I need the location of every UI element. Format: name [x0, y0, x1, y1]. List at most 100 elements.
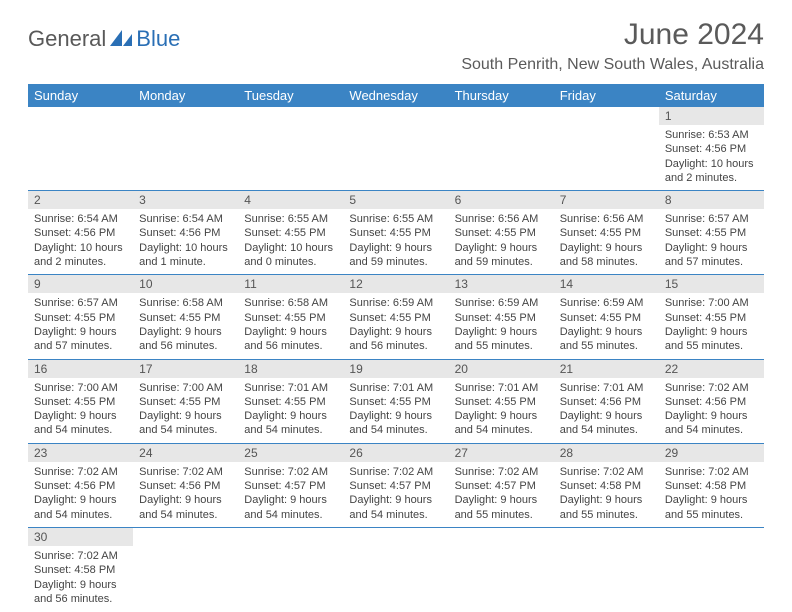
day-daylight2: and 55 minutes.: [665, 339, 758, 353]
day-body: Sunrise: 6:55 AMSunset: 4:55 PMDaylight:…: [343, 209, 448, 274]
day-number: 11: [238, 275, 343, 293]
day-sunrise: Sunrise: 7:01 AM: [560, 381, 653, 395]
day-daylight2: and 55 minutes.: [455, 508, 548, 522]
title-block: June 2024 South Penrith, New South Wales…: [461, 18, 764, 78]
day-number: 26: [343, 444, 448, 462]
day-sunrise: Sunrise: 7:01 AM: [349, 381, 442, 395]
day-daylight1: Daylight: 9 hours: [560, 409, 653, 423]
day-sunrise: Sunrise: 7:02 AM: [139, 465, 232, 479]
calendar-week-row: 16Sunrise: 7:00 AMSunset: 4:55 PMDayligh…: [28, 359, 764, 443]
day-body: Sunrise: 7:00 AMSunset: 4:55 PMDaylight:…: [28, 378, 133, 443]
day-body: Sunrise: 7:02 AMSunset: 4:58 PMDaylight:…: [659, 462, 764, 527]
day-daylight2: and 55 minutes.: [560, 508, 653, 522]
day-sunrise: Sunrise: 7:02 AM: [34, 549, 127, 563]
day-body: Sunrise: 6:57 AMSunset: 4:55 PMDaylight:…: [28, 293, 133, 358]
day-daylight1: Daylight: 10 hours: [665, 157, 758, 171]
logo-sail-icon: [108, 28, 136, 48]
day-daylight1: Daylight: 9 hours: [560, 493, 653, 507]
day-sunrise: Sunrise: 6:56 AM: [560, 212, 653, 226]
day-cell: 22Sunrise: 7:02 AMSunset: 4:56 PMDayligh…: [659, 359, 764, 443]
day-cell: 24Sunrise: 7:02 AMSunset: 4:56 PMDayligh…: [133, 443, 238, 527]
day-daylight1: Daylight: 9 hours: [560, 241, 653, 255]
day-daylight1: Daylight: 9 hours: [139, 325, 232, 339]
day-sunset: Sunset: 4:56 PM: [665, 395, 758, 409]
day-cell: 10Sunrise: 6:58 AMSunset: 4:55 PMDayligh…: [133, 275, 238, 359]
day-number: 23: [28, 444, 133, 462]
day-sunset: Sunset: 4:55 PM: [244, 311, 337, 325]
day-daylight1: Daylight: 9 hours: [560, 325, 653, 339]
day-daylight2: and 55 minutes.: [560, 339, 653, 353]
day-sunset: Sunset: 4:58 PM: [665, 479, 758, 493]
day-body: Sunrise: 6:56 AMSunset: 4:55 PMDaylight:…: [449, 209, 554, 274]
day-cell: 16Sunrise: 7:00 AMSunset: 4:55 PMDayligh…: [28, 359, 133, 443]
day-daylight2: and 54 minutes.: [455, 423, 548, 437]
day-daylight1: Daylight: 9 hours: [34, 578, 127, 592]
day-body: Sunrise: 7:02 AMSunset: 4:57 PMDaylight:…: [238, 462, 343, 527]
day-daylight2: and 54 minutes.: [34, 508, 127, 522]
day-daylight1: Daylight: 9 hours: [665, 493, 758, 507]
day-daylight1: Daylight: 9 hours: [34, 493, 127, 507]
day-daylight1: Daylight: 9 hours: [455, 325, 548, 339]
day-cell: 19Sunrise: 7:01 AMSunset: 4:55 PMDayligh…: [343, 359, 448, 443]
day-number: 30: [28, 528, 133, 546]
day-daylight2: and 2 minutes.: [34, 255, 127, 269]
day-body: Sunrise: 7:00 AMSunset: 4:55 PMDaylight:…: [133, 378, 238, 443]
day-body: Sunrise: 6:59 AMSunset: 4:55 PMDaylight:…: [554, 293, 659, 358]
day-cell: 11Sunrise: 6:58 AMSunset: 4:55 PMDayligh…: [238, 275, 343, 359]
day-number: 6: [449, 191, 554, 209]
day-daylight2: and 54 minutes.: [34, 423, 127, 437]
day-number: 1: [659, 107, 764, 125]
day-daylight1: Daylight: 9 hours: [139, 493, 232, 507]
day-number: 15: [659, 275, 764, 293]
day-sunrise: Sunrise: 6:57 AM: [34, 296, 127, 310]
logo-text-blue: Blue: [136, 26, 180, 52]
dow-friday: Friday: [554, 84, 659, 107]
day-cell: 30Sunrise: 7:02 AMSunset: 4:58 PMDayligh…: [28, 527, 133, 611]
day-daylight1: Daylight: 9 hours: [455, 493, 548, 507]
day-sunset: Sunset: 4:57 PM: [349, 479, 442, 493]
day-body: Sunrise: 7:00 AMSunset: 4:55 PMDaylight:…: [659, 293, 764, 358]
day-body: Sunrise: 7:01 AMSunset: 4:55 PMDaylight:…: [238, 378, 343, 443]
day-daylight2: and 56 minutes.: [349, 339, 442, 353]
day-number: 13: [449, 275, 554, 293]
empty-cell: [133, 527, 238, 611]
day-sunrise: Sunrise: 7:01 AM: [244, 381, 337, 395]
day-sunrise: Sunrise: 7:00 AM: [665, 296, 758, 310]
day-daylight1: Daylight: 9 hours: [244, 493, 337, 507]
day-sunset: Sunset: 4:55 PM: [139, 311, 232, 325]
day-daylight2: and 59 minutes.: [455, 255, 548, 269]
day-daylight2: and 54 minutes.: [560, 423, 653, 437]
day-sunset: Sunset: 4:55 PM: [349, 226, 442, 240]
dow-sunday: Sunday: [28, 84, 133, 107]
day-body: Sunrise: 7:01 AMSunset: 4:56 PMDaylight:…: [554, 378, 659, 443]
day-sunrise: Sunrise: 6:55 AM: [244, 212, 337, 226]
day-daylight1: Daylight: 10 hours: [34, 241, 127, 255]
empty-cell: [659, 527, 764, 611]
day-sunrise: Sunrise: 7:02 AM: [560, 465, 653, 479]
day-body: Sunrise: 6:54 AMSunset: 4:56 PMDaylight:…: [28, 209, 133, 274]
day-body: Sunrise: 6:57 AMSunset: 4:55 PMDaylight:…: [659, 209, 764, 274]
day-sunrise: Sunrise: 7:02 AM: [665, 381, 758, 395]
day-sunset: Sunset: 4:55 PM: [455, 311, 548, 325]
day-number: 27: [449, 444, 554, 462]
day-sunset: Sunset: 4:55 PM: [349, 311, 442, 325]
day-cell: 23Sunrise: 7:02 AMSunset: 4:56 PMDayligh…: [28, 443, 133, 527]
day-daylight1: Daylight: 9 hours: [349, 409, 442, 423]
day-number: 19: [343, 360, 448, 378]
empty-cell: [28, 107, 133, 191]
day-cell: 3Sunrise: 6:54 AMSunset: 4:56 PMDaylight…: [133, 191, 238, 275]
empty-cell: [238, 527, 343, 611]
day-sunrise: Sunrise: 7:02 AM: [349, 465, 442, 479]
day-daylight1: Daylight: 9 hours: [349, 241, 442, 255]
day-body: Sunrise: 7:02 AMSunset: 4:56 PMDaylight:…: [28, 462, 133, 527]
calendar-table: Sunday Monday Tuesday Wednesday Thursday…: [28, 84, 764, 611]
day-body: Sunrise: 6:59 AMSunset: 4:55 PMDaylight:…: [343, 293, 448, 358]
day-body: Sunrise: 7:02 AMSunset: 4:57 PMDaylight:…: [449, 462, 554, 527]
day-sunset: Sunset: 4:57 PM: [244, 479, 337, 493]
day-sunset: Sunset: 4:56 PM: [665, 142, 758, 156]
day-body: Sunrise: 7:02 AMSunset: 4:58 PMDaylight:…: [28, 546, 133, 611]
day-daylight2: and 56 minutes.: [139, 339, 232, 353]
day-daylight2: and 54 minutes.: [244, 508, 337, 522]
day-sunrise: Sunrise: 6:57 AM: [665, 212, 758, 226]
day-sunrise: Sunrise: 6:58 AM: [139, 296, 232, 310]
